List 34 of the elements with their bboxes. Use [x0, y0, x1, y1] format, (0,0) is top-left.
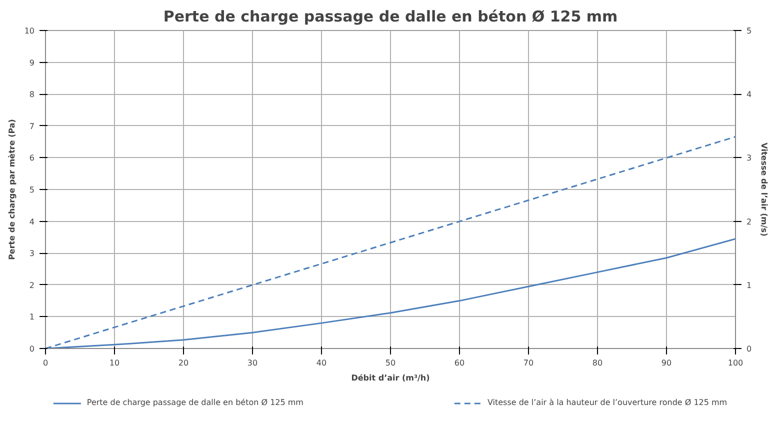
y-tick-label: 4	[29, 217, 35, 226]
y-tick-label: 3	[29, 249, 35, 258]
y2-tick-label: 0	[746, 344, 752, 354]
x-tick-label: 0	[42, 358, 48, 368]
x-tick-label: 50	[385, 358, 396, 368]
y2-tick-label: 2	[746, 217, 752, 226]
x-tick-label: 30	[247, 358, 258, 368]
x-axis-title: Débit d’air (m³/h)	[351, 374, 430, 382]
y2-tick-label: 1	[746, 280, 752, 290]
y-axis-title: Perte de charge par mètre (Pa)	[7, 119, 16, 260]
x-tick-label: 90	[661, 358, 672, 368]
x-tick-label: 70	[523, 358, 534, 368]
y-tick-label: 8	[29, 90, 35, 100]
legend-label: Perte de charge passage de dalle en béton Ø 125 mm	[86, 398, 304, 407]
x-tick-label: 60	[454, 358, 465, 368]
y-tick-label: 9	[29, 58, 35, 68]
y2-tick-label: 3	[746, 154, 752, 163]
legend-label: Vitesse de l’air à la hauteur de l’ouverture ronde Ø 125 mm	[487, 398, 728, 407]
y-tick-label: 2	[29, 280, 35, 290]
y-tick-label: 1	[29, 312, 35, 322]
x-tick-label: 100	[728, 358, 744, 368]
x-tick-label: 80	[592, 358, 603, 368]
chart-title: Perte de charge passage de dalle en béton Ø 125 mm	[163, 8, 618, 26]
x-tick-label: 40	[316, 358, 327, 368]
x-tick-label: 20	[178, 358, 189, 368]
x-tick-label: 10	[109, 358, 120, 368]
y2-tick-label: 4	[746, 90, 752, 100]
y2-axis-title: Vitesse de l’air (m/s)	[760, 142, 769, 236]
y-tick-label: 7	[29, 122, 35, 131]
y-tick-label: 5	[29, 186, 35, 194]
y-tick-label: 6	[29, 154, 35, 163]
y-tick-label: 10	[24, 26, 35, 36]
y-tick-label: 0	[29, 344, 35, 354]
y2-tick-label: 5	[746, 26, 752, 36]
